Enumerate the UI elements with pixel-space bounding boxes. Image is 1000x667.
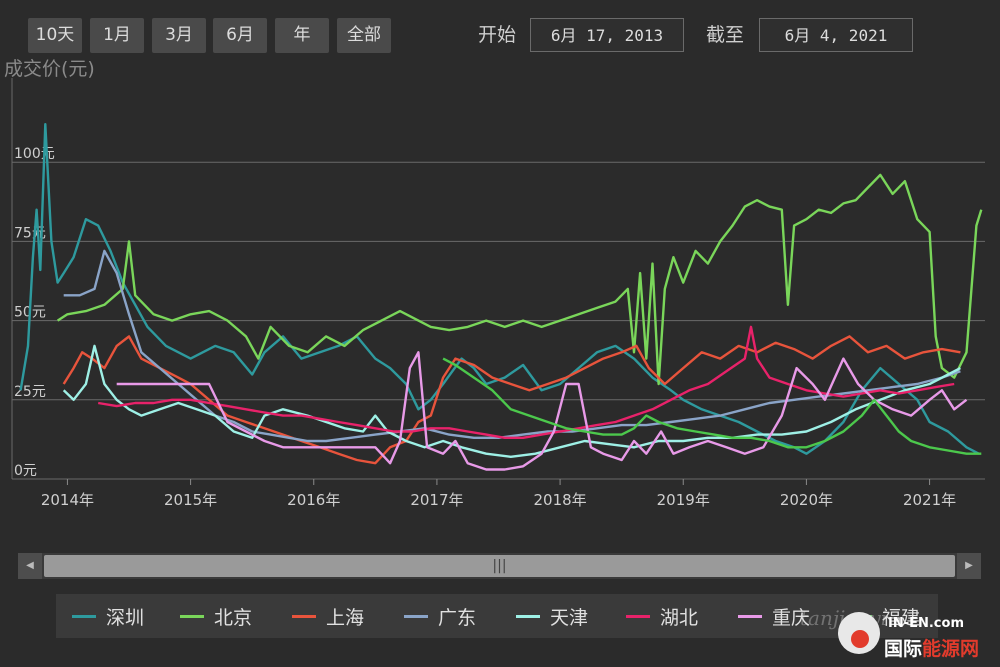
legend-item-shenzhen[interactable]: 深圳 (72, 594, 144, 638)
legend-swatch (738, 614, 762, 618)
end-date-input[interactable]: 6月 4, 2021 (759, 18, 913, 52)
legend-swatch (516, 614, 540, 618)
scroll-right-icon[interactable]: ▶ (957, 553, 981, 579)
legend-label: 北京 (214, 606, 253, 629)
x-tick-label: 2020年 (780, 491, 833, 509)
end-date-label: 截至 (706, 24, 745, 46)
logo-domain: IN-EN.com (888, 616, 964, 631)
x-tick-label: 2017年 (410, 491, 463, 509)
range-button-year[interactable]: 年 (275, 18, 329, 53)
chart-legend: 深圳 北京 上海 广东 天津 湖北 重庆 福建 (56, 594, 938, 638)
legend-item-beijing[interactable]: 北京 (180, 594, 252, 638)
legend-label: 福建 (882, 606, 921, 629)
site-logo: IN-EN.com 国际能源网 (838, 604, 998, 664)
range-button-6m[interactable]: 6月 (213, 18, 267, 53)
legend-item-chongqing[interactable]: 重庆 (738, 594, 810, 638)
y-tick-label: 0元 (14, 463, 37, 479)
legend-item-tianjin[interactable]: 天津 (516, 594, 588, 638)
series-line-7 (442, 357, 982, 455)
range-scrollbar[interactable]: ◀ ||| ▶ (18, 553, 981, 579)
logo-emblem-icon (838, 612, 880, 654)
y-tick-label: 100元 (14, 146, 55, 162)
range-button-1m[interactable]: 1月 (90, 18, 144, 53)
scroll-thumb[interactable]: ||| (44, 555, 955, 577)
legend-label: 深圳 (106, 606, 145, 629)
start-date-input[interactable]: 6月 17, 2013 (530, 18, 684, 52)
y-tick-label: 25元 (14, 384, 46, 400)
x-tick-label: 2018年 (533, 491, 586, 509)
x-tick-label: 2014年 (41, 491, 94, 509)
series-line-6 (116, 351, 968, 471)
x-tick-label: 2021年 (903, 491, 956, 509)
scroll-left-icon[interactable]: ◀ (18, 553, 42, 579)
series-line-2 (62, 335, 961, 465)
series-line-3 (63, 249, 961, 443)
series-line-1 (56, 173, 983, 386)
logo-name-part1: 国际 (884, 638, 923, 660)
legend-item-shanghai[interactable]: 上海 (292, 594, 364, 638)
range-button-all[interactable]: 全部 (337, 18, 391, 53)
legend-label: 重庆 (772, 606, 811, 629)
series-line-4 (62, 344, 961, 458)
x-tick-label: 2016年 (287, 491, 340, 509)
legend-label: 上海 (326, 606, 365, 629)
y-axis-label: 成交价(元) (4, 58, 95, 80)
x-tick-label: 2019年 (657, 491, 710, 509)
legend-label: 天津 (550, 606, 589, 629)
series-line-5 (98, 325, 955, 439)
legend-label: 广东 (438, 606, 477, 629)
logo-name: 国际能源网 (884, 634, 979, 661)
logo-name-part2: 能源网 (922, 638, 980, 660)
legend-swatch (180, 614, 204, 618)
range-button-10d[interactable]: 10天 (28, 18, 82, 53)
legend-swatch (72, 614, 96, 618)
legend-item-hubei[interactable]: 湖北 (626, 594, 698, 638)
scroll-grip-icon: ||| (492, 558, 507, 574)
start-date-label: 开始 (478, 24, 517, 46)
legend-swatch (292, 614, 316, 618)
legend-item-guangdong[interactable]: 广东 (404, 594, 476, 638)
legend-label: 湖北 (660, 606, 699, 629)
legend-swatch (626, 614, 650, 618)
series-line-0 (19, 123, 980, 455)
x-tick-label: 2015年 (164, 491, 217, 509)
range-button-3m[interactable]: 3月 (152, 18, 206, 53)
legend-swatch (404, 614, 428, 618)
